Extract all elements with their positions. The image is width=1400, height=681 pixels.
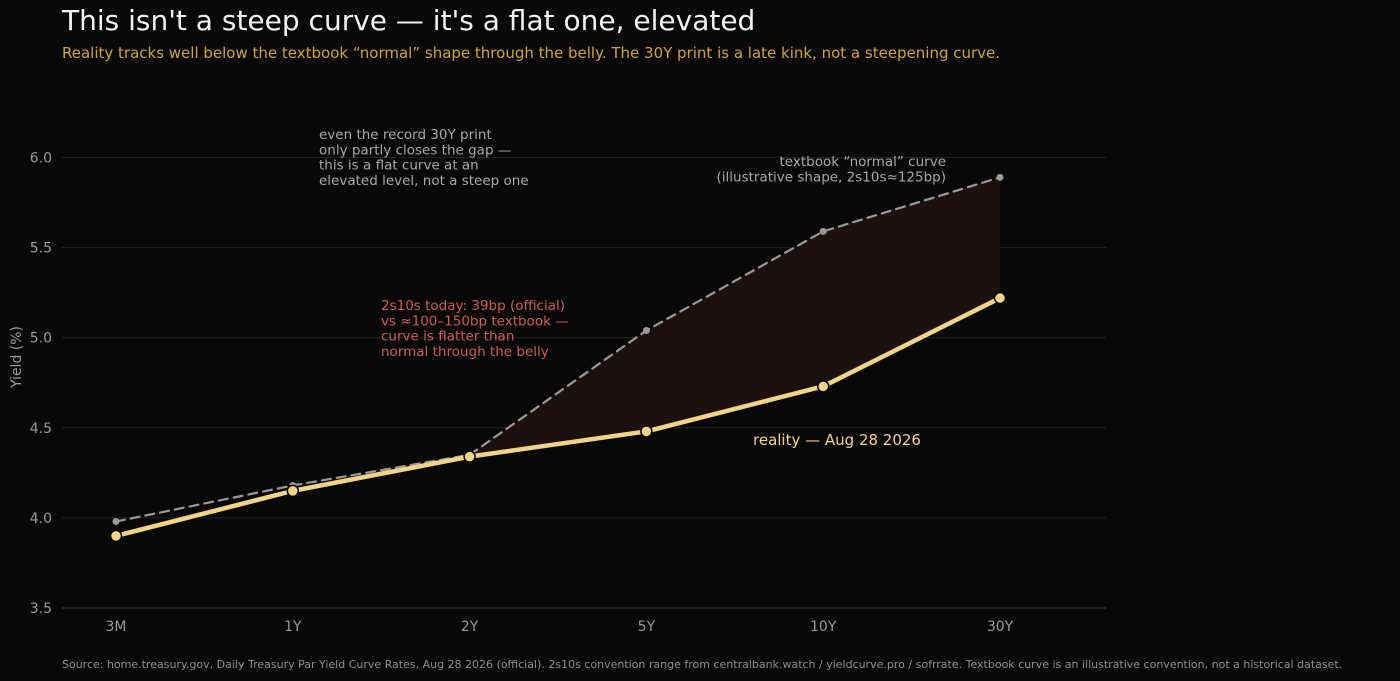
textbook-point bbox=[112, 518, 120, 526]
gap-fill-area bbox=[469, 177, 1001, 457]
chart-subtitle: Reality tracks well below the textbook “… bbox=[62, 44, 1001, 62]
reality-point bbox=[286, 484, 300, 498]
gap-note-annotation: even the record 30Y print only partly clo… bbox=[319, 127, 529, 189]
textbook-curve-label: textbook “normal” curve (illustrative sha… bbox=[717, 154, 947, 185]
textbook-curve-line bbox=[114, 176, 1002, 523]
y-tick-label: 5.0 bbox=[30, 331, 52, 347]
source-note: Source: home.treasury.gov, Daily Treasur… bbox=[62, 658, 1343, 671]
textbook-point bbox=[642, 326, 650, 334]
x-tick-label: 1Y bbox=[284, 619, 302, 635]
x-tick-label: 3M bbox=[106, 619, 127, 635]
reality-point bbox=[993, 291, 1007, 305]
reality-point bbox=[109, 529, 123, 543]
y-tick-label: 3.5 bbox=[30, 601, 52, 617]
reality-curve-label: reality — Aug 28 2026 bbox=[753, 431, 921, 449]
x-tick-label: 30Y bbox=[987, 619, 1014, 635]
x-tick-label: 10Y bbox=[810, 619, 837, 635]
reality-curve-line bbox=[113, 295, 1003, 539]
y-tick-label: 4.5 bbox=[30, 421, 52, 437]
gridlines bbox=[62, 157, 1106, 609]
y-axis-label: Yield (%) bbox=[9, 326, 25, 389]
chart-title: This isn't a steep curve — it's a flat o… bbox=[62, 4, 756, 37]
y-tick-label: 4.0 bbox=[30, 511, 52, 527]
reality-point bbox=[816, 380, 830, 393]
reality-point bbox=[640, 425, 653, 438]
x-tick-label: 2Y bbox=[461, 619, 479, 635]
annotations: even the record 30Y print only partly clo… bbox=[319, 127, 946, 449]
textbook-point bbox=[996, 173, 1004, 181]
y-tick-label: 5.5 bbox=[30, 241, 52, 257]
x-tick-label: 5Y bbox=[638, 619, 656, 635]
reality-point bbox=[463, 450, 476, 463]
series-lines bbox=[109, 173, 1007, 543]
y-tick-label: 6.0 bbox=[30, 151, 52, 167]
axes: 3.5 4.0 4.5 5.0 5.5 6.0 3M 1Y 2Y 5Y 10Y 30Y Yield (%… bbox=[9, 151, 1014, 636]
textbook-point bbox=[819, 227, 827, 235]
spread-note-annotation: 2s10s today: 39bp (official) vs ≈100–150b… bbox=[381, 298, 569, 360]
gap-fill bbox=[469, 177, 1001, 457]
